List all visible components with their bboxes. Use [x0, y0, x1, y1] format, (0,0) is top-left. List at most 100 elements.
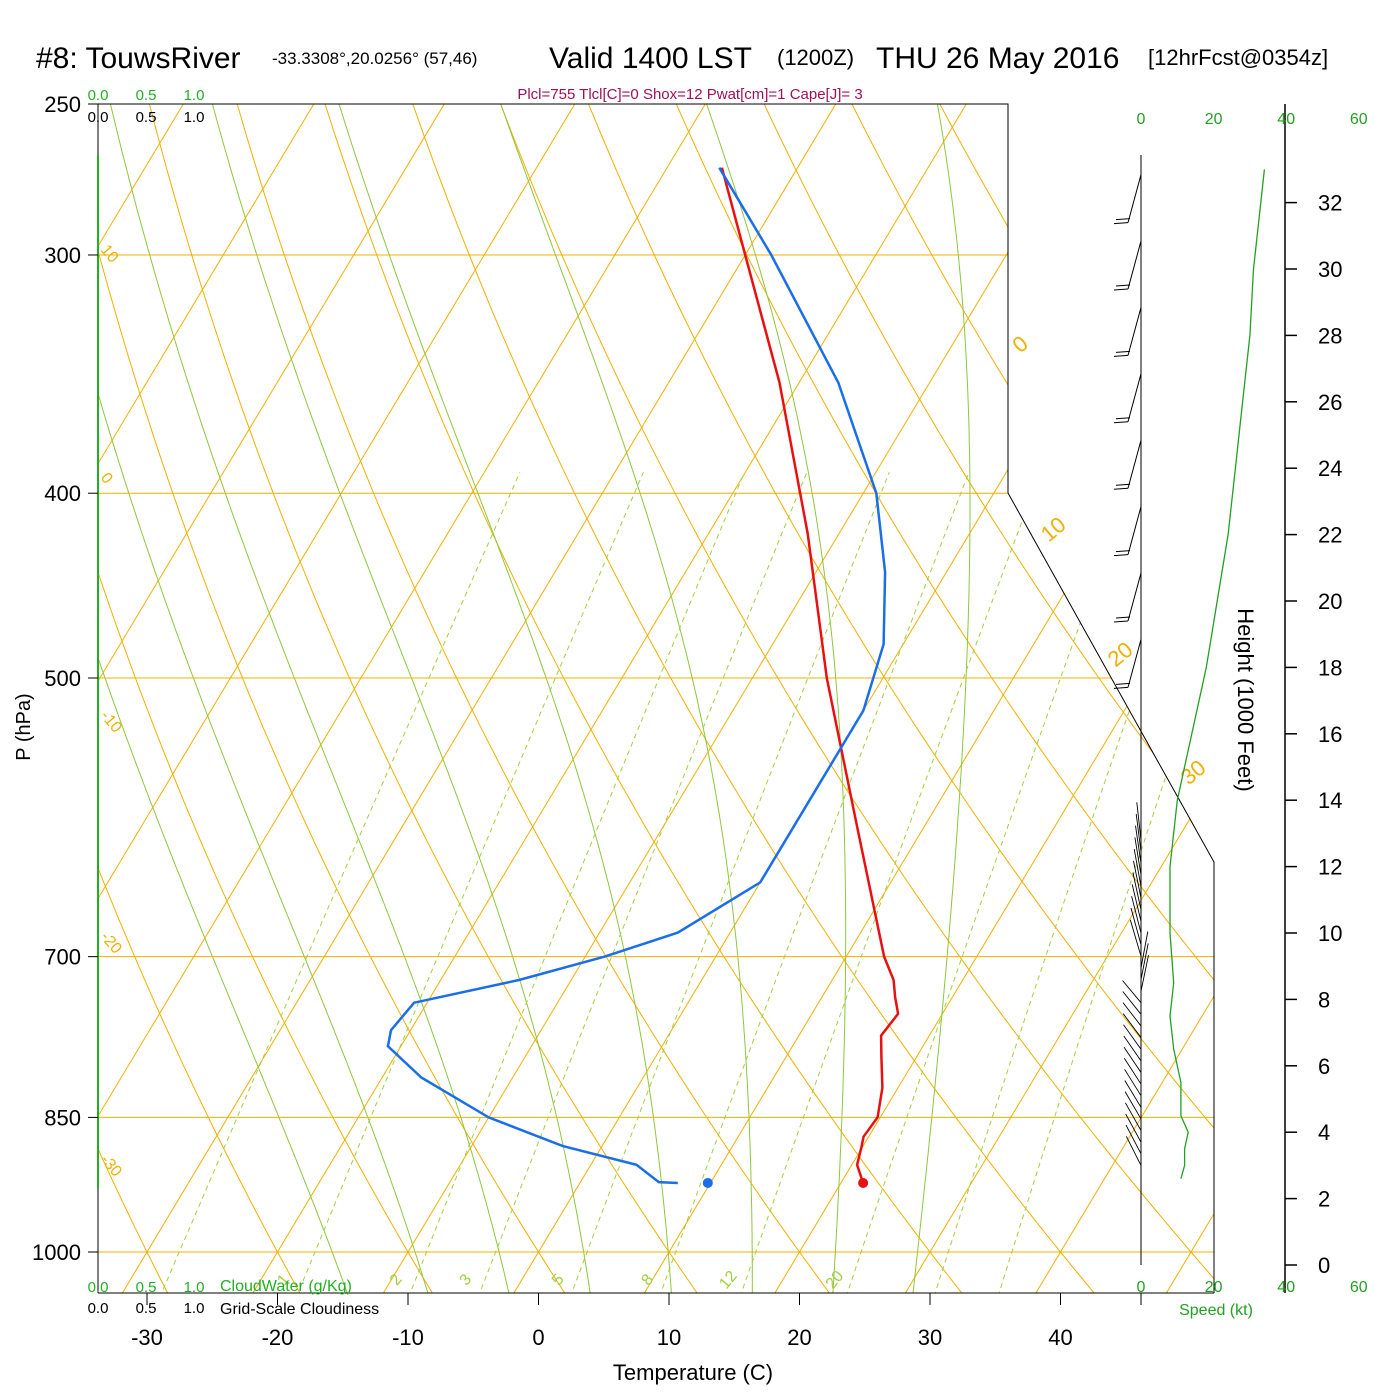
wind-barb: [1125, 1102, 1142, 1131]
temperature-axis-label: Temperature (C): [613, 1360, 773, 1385]
wind-barb-flag: [1115, 682, 1131, 685]
wind-barb: [1123, 1057, 1142, 1085]
cloud-scales: 0.0 0.5 1.0 0.0 0.5 1.0 0.0 0.5 1.0 0.0 0.5 1.0: [88, 87, 205, 1317]
cloud-bottom-green-label: 1.0: [184, 1279, 205, 1296]
dry-adiabat-line: [98, 104, 456, 1293]
temperature-tick-label: 20: [787, 1325, 811, 1350]
isotherm-labels: 100-10-20-30: [97, 242, 125, 1181]
theta-label: 0: [1007, 331, 1032, 358]
sounding-indices: Plcl=755 Tlcl[C]=0 Shox=12 Pwat[cm]=1 Ca…: [517, 86, 862, 103]
mixing-ratio-line: [282, 472, 644, 1293]
wind-barb-flag: [1113, 222, 1129, 225]
height-tick-label: 26: [1318, 390, 1342, 415]
dry-adiabat-line: [98, 104, 322, 1293]
speed-top-label: 40: [1277, 111, 1295, 128]
wind-barb: [1127, 572, 1142, 622]
pressure-tick-label: 400: [44, 481, 81, 506]
cloud-bottom-black-label: 0.5: [136, 1300, 157, 1317]
height-tick-label: 0: [1318, 1253, 1330, 1278]
speed-top-label: 0: [1137, 111, 1146, 128]
speed-axis-label: Speed (kt): [1179, 1302, 1253, 1319]
wind-barb-flag: [1113, 487, 1129, 490]
dry-adiabat-line: [98, 104, 188, 1293]
wind-barb: [1127, 639, 1142, 688]
moist-adiabat-lines: [98, 104, 971, 1293]
dry-adiabat-line: [1177, 104, 1214, 1293]
wind-barb: [1140, 955, 1149, 992]
wind-barb-flag: [1113, 421, 1129, 424]
mixing-ratio-label: 8: [638, 1271, 657, 1289]
moist-adiabat-line: [98, 104, 440, 1293]
cloud-bottom-green-label: 0.0: [88, 1279, 109, 1296]
dry-adiabat-line: [1343, 0, 1400, 1331]
mixing-ratio-line: [986, 472, 1214, 1293]
height-tick-label: 14: [1318, 788, 1342, 813]
wind-barb: [1122, 1013, 1142, 1038]
mixing-ratio-line: [144, 471, 521, 1293]
isotherm-line: [0, 0, 33, 1331]
isotherm-line: [1012, 104, 1214, 1293]
dry-adiabat-line: [270, 104, 993, 1293]
moist-adiabat-line: [211, 104, 596, 1293]
cloudwater-label: CloudWater (g/Kg): [220, 1278, 352, 1295]
temperature-profile-line: [720, 167, 900, 1184]
mixing-ratio-line: [646, 472, 970, 1293]
cloud-bottom-black-label: 1.0: [184, 1300, 205, 1317]
isotherm-line: [98, 104, 687, 1293]
wind-barb: [1123, 1035, 1142, 1062]
wind-barb-flag: [1115, 417, 1131, 420]
pressure-tick-label: 700: [44, 945, 81, 970]
wind-barb: [1131, 896, 1142, 934]
valid-time: Valid 1400 LST: [549, 42, 752, 75]
speed-bottom-label: 20: [1205, 1279, 1223, 1296]
theta-label: 10: [1036, 512, 1071, 547]
dry-adiabat-lines: [98, 0, 1400, 1331]
wind-barb-flag: [1115, 616, 1131, 619]
pressure-tick-label: 850: [44, 1105, 81, 1130]
height-tick-label: 28: [1318, 323, 1342, 348]
wind-barb: [1124, 1091, 1142, 1120]
wind-barb: [1140, 931, 1149, 968]
cloud-bottom-green-label: 0.5: [136, 1279, 157, 1296]
cloudiness-label: Grid-Scale Cloudiness: [220, 1301, 379, 1318]
cloud-top-black-label: 1.0: [184, 109, 205, 126]
pressure-tick-label: 1000: [32, 1240, 81, 1265]
cloud-top-green-label: 1.0: [184, 87, 205, 104]
dry-adiabat-line: [765, 104, 1214, 1293]
wind-barb: [1136, 802, 1142, 841]
dry-adiabat-line: [435, 104, 1214, 1293]
mixing-ratio-lines: [144, 471, 1214, 1293]
isotherm-label: -20: [97, 929, 125, 958]
wind-barb: [1122, 991, 1142, 1015]
wind-barb-flag: [1115, 483, 1131, 486]
wind-barb-flag: [1115, 350, 1131, 353]
height-tick-label: 22: [1318, 523, 1342, 548]
wind-barb: [1122, 980, 1142, 1004]
isotherm-lines: [0, 0, 1214, 1331]
isotherm-line: [98, 104, 556, 1293]
wind-barb-flag: [1113, 620, 1129, 623]
mixing-ratio-label: 5: [549, 1271, 568, 1289]
wind-barb: [1140, 943, 1149, 980]
isotherm-line: [490, 104, 1214, 1293]
height-tick-label: 10: [1318, 921, 1342, 946]
height-tick-label: 8: [1318, 987, 1330, 1012]
cloud-top-green-label: 0.5: [136, 87, 157, 104]
isotherm-line: [882, 104, 1214, 1293]
valid-date: THU 26 May 2016: [876, 42, 1119, 75]
speed-bottom-label: 0: [1137, 1279, 1146, 1296]
plot-frame: [98, 103, 1215, 1293]
wind-barb: [1135, 825, 1142, 864]
speed-top-label: 60: [1350, 111, 1368, 128]
wind-barb: [1125, 1124, 1142, 1154]
moist-adiabat-line: [908, 104, 971, 1293]
wind-barb: [1123, 1046, 1142, 1073]
wind-barb-flag: [1115, 284, 1131, 287]
temperature-tick-label: 40: [1048, 1325, 1072, 1350]
temperature-tick-label: -20: [262, 1325, 294, 1350]
pressure-axis-label: P (hPa): [13, 693, 35, 760]
moist-adiabat-line: [338, 104, 675, 1293]
